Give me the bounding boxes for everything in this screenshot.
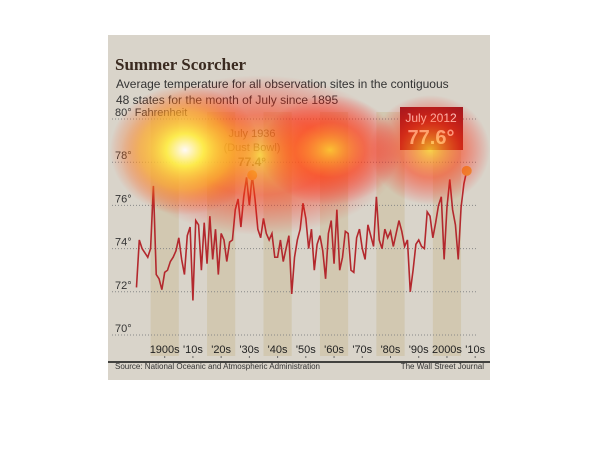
x-tick-label: '30s bbox=[239, 344, 259, 356]
decade-band bbox=[319, 112, 349, 356]
y-tick-label: 76° bbox=[115, 193, 132, 205]
x-tick-label: '40s bbox=[268, 344, 288, 356]
annotation: July 1936 bbox=[228, 128, 275, 140]
annotation-value: 77.6° bbox=[408, 127, 455, 149]
annotation: July 2012 bbox=[405, 111, 457, 125]
y-tick-label: 74° bbox=[115, 237, 132, 249]
x-tick-label: '10s bbox=[465, 344, 485, 356]
highlight-point bbox=[247, 170, 258, 181]
y-tick-label: 72° bbox=[115, 280, 132, 292]
subtitle: 48 states for the month of July since 18… bbox=[116, 93, 338, 107]
x-tick-label: '60s bbox=[324, 344, 344, 356]
x-tick-label: '80s bbox=[381, 344, 401, 356]
x-tick-label: '10s bbox=[183, 344, 203, 356]
subtitle: Average temperature for all observation … bbox=[116, 77, 449, 91]
x-tick-label: '70s bbox=[352, 344, 372, 356]
x-tick-label: '90s bbox=[409, 344, 429, 356]
y-tick-label: 70° bbox=[115, 323, 132, 335]
x-tick-label: '20s bbox=[211, 344, 231, 356]
x-tick-label: 2000s bbox=[432, 344, 462, 356]
y-tick-label: 80° Fahrenheit bbox=[115, 107, 187, 119]
y-tick-label: 78° bbox=[115, 150, 132, 162]
x-tick-label: '50s bbox=[296, 344, 316, 356]
source: Source: National Oceanic and Atmospheric… bbox=[115, 362, 320, 371]
highlight-point bbox=[461, 165, 472, 176]
annotation: (Dust Bowl) bbox=[224, 142, 281, 154]
annotation-value: 77.4° bbox=[238, 155, 266, 169]
chart-title: Summer Scorcher bbox=[115, 55, 247, 74]
credit: The Wall Street Journal bbox=[401, 362, 485, 371]
x-tick-label: 1900s bbox=[150, 344, 180, 356]
